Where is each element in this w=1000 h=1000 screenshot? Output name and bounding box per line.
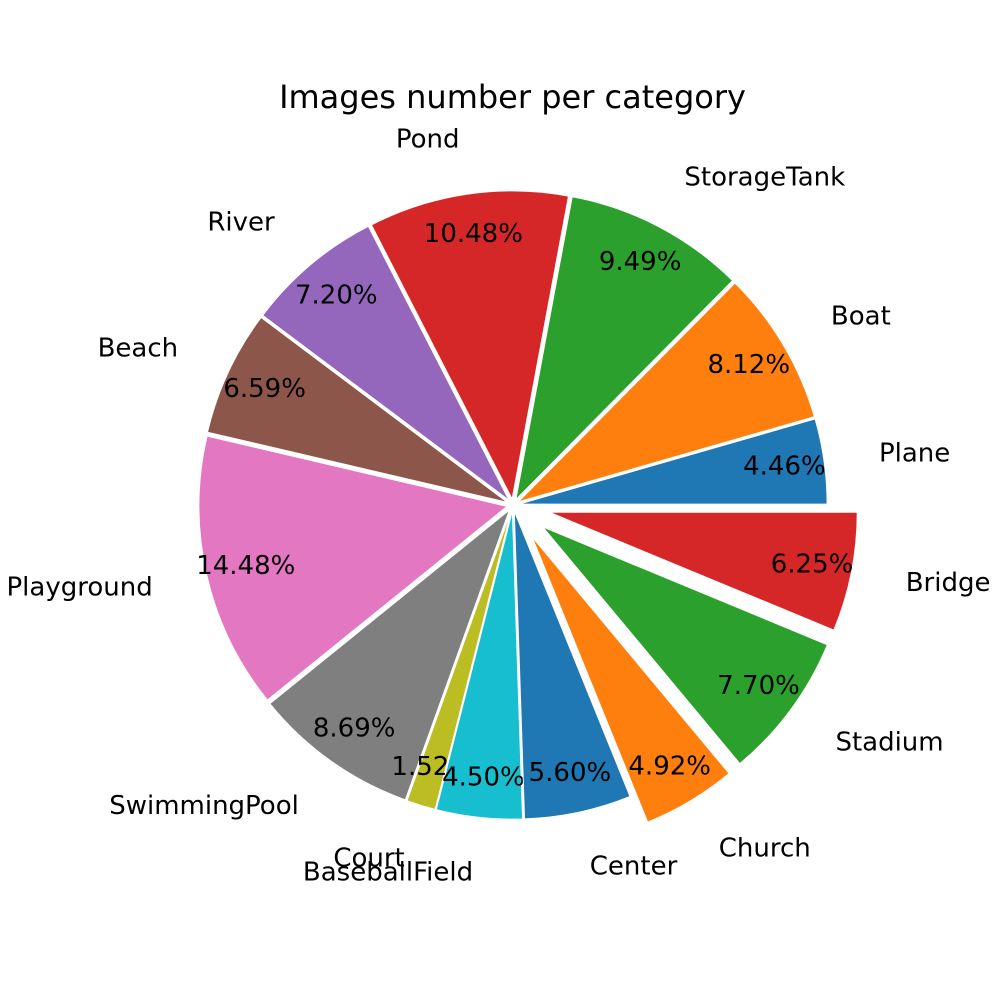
pie-slice-river (262, 225, 510, 501)
pie-pct-label: 10.48% (424, 219, 523, 249)
pie-slice-bridge (549, 511, 858, 631)
pie-category-label: Center (590, 852, 678, 882)
pie-pct-label: 7.20% (295, 280, 378, 310)
pie-slice-plane (518, 418, 828, 505)
pie-category-label: Stadium (835, 727, 943, 757)
pie-slice-court (406, 510, 512, 810)
pie-category-label: Pond (396, 124, 460, 154)
pie-pct-label: 6.59% (223, 374, 306, 404)
chart-title: Images number per category (279, 78, 746, 116)
pie-category-label: SwimmingPool (109, 791, 299, 821)
pie-slice-storagetank (515, 196, 734, 502)
pie-slice-pond (370, 190, 570, 501)
pie-category-label: River (207, 207, 275, 237)
pie-category-label: Church (719, 833, 811, 863)
pie-pct-label: 8.12% (707, 350, 790, 380)
pie-slice-center (513, 510, 631, 820)
pie-pct-label: 4.50% (442, 763, 525, 793)
pie-category-label: Boat (831, 301, 891, 331)
pie-pct-label: 6.25% (771, 549, 854, 579)
pie-category-label: StorageTank (684, 163, 845, 193)
pie-slice-stadium (542, 526, 828, 765)
pie-slice-playground (198, 435, 509, 701)
pie-pct-label: 8.69% (313, 713, 396, 743)
pie-category-label: Playground (6, 572, 152, 602)
pie-category-label: Court (333, 843, 404, 873)
pie-pct-label: 9.49% (599, 247, 682, 277)
pie-pct-label: 4.92% (628, 752, 711, 782)
pie-category-label: Bridge (906, 568, 991, 598)
pie-slice-baseballfield (435, 511, 524, 820)
pie-slice-swimmingpool (269, 508, 511, 801)
pie-pct-label: 7.70% (717, 671, 800, 701)
pie-pct-label: 14.48% (196, 551, 295, 581)
pie-pct-label: 4.46% (743, 452, 826, 482)
pie-pct-label: 5.60% (529, 758, 612, 788)
pie-category-label: Beach (98, 334, 179, 364)
pie-category-label: BaseballField (303, 857, 473, 887)
pie-slice-boat (516, 282, 815, 503)
pie-slice-beach (206, 316, 508, 503)
pie-slice-church (531, 536, 730, 823)
pie-category-label: Plane (879, 438, 950, 468)
